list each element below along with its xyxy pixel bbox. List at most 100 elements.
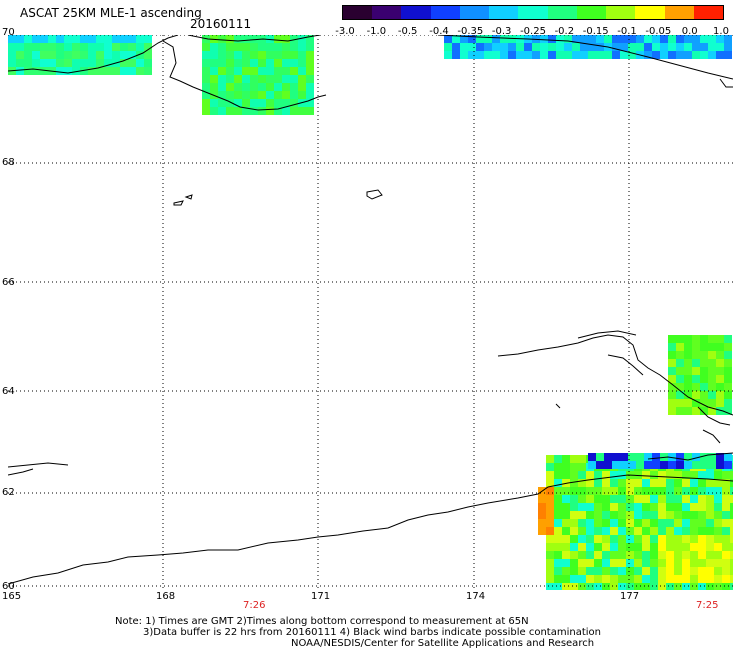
data-cell (578, 487, 586, 495)
data-cell (266, 83, 274, 91)
data-cell (618, 543, 626, 551)
data-cell (724, 335, 732, 343)
data-cell (562, 567, 570, 575)
data-cell (242, 91, 250, 99)
data-cell (698, 495, 706, 503)
data-cell (234, 91, 242, 99)
data-cell (242, 43, 250, 51)
data-cell (674, 575, 682, 583)
data-cell (250, 107, 258, 115)
data-cell (586, 583, 594, 590)
data-cell (700, 343, 708, 351)
data-cell (602, 567, 610, 575)
data-cell (650, 559, 658, 567)
time-label-right: 7:25 (696, 600, 719, 611)
data-cell (282, 75, 290, 83)
data-cell (554, 455, 562, 463)
data-cell (658, 535, 666, 543)
data-cell (298, 107, 306, 115)
data-cell (724, 43, 732, 51)
data-cell (610, 567, 618, 575)
data-cell (594, 551, 602, 559)
data-cell (64, 43, 72, 51)
latitude-label: 60 (2, 581, 15, 592)
data-cell (554, 527, 562, 535)
data-cell (136, 67, 144, 75)
data-cell (72, 59, 80, 67)
colorbar-segment (372, 6, 402, 19)
data-cell (586, 479, 594, 487)
data-cell (706, 479, 714, 487)
data-cell (468, 51, 476, 59)
data-cell (546, 575, 554, 583)
data-cell (722, 495, 730, 503)
data-cell (658, 583, 666, 590)
data-cell (570, 535, 578, 543)
data-cell (666, 551, 674, 559)
data-cell (602, 479, 610, 487)
data-cell (258, 107, 266, 115)
data-cell (226, 107, 234, 115)
data-cell (96, 43, 104, 51)
data-cell (620, 461, 628, 469)
data-cell (564, 43, 572, 51)
data-cell (226, 67, 234, 75)
data-cell (282, 91, 290, 99)
data-cell (692, 407, 700, 415)
data-cell (706, 551, 714, 559)
data-cell (596, 43, 604, 51)
data-cell (692, 51, 700, 59)
data-cell (682, 551, 690, 559)
data-cell (658, 471, 666, 479)
data-cell (602, 551, 610, 559)
data-cell (722, 567, 730, 575)
data-cell (716, 359, 724, 367)
data-cell (226, 99, 234, 107)
data-cell (634, 543, 642, 551)
data-cell (554, 583, 562, 590)
data-cell (698, 511, 706, 519)
data-cell (658, 551, 666, 559)
data-cell (682, 495, 690, 503)
data-cell (56, 59, 64, 67)
data-cell (596, 35, 604, 43)
data-cell (580, 51, 588, 59)
data-cell (730, 567, 733, 575)
data-cell (88, 59, 96, 67)
data-cell (136, 51, 144, 59)
data-cell (642, 527, 650, 535)
data-cell (274, 83, 282, 91)
data-cell (690, 567, 698, 575)
data-cell (714, 535, 722, 543)
data-cell (266, 67, 274, 75)
data-cell (698, 479, 706, 487)
data-cell (618, 535, 626, 543)
colorbar-label: -0.05 (645, 26, 672, 37)
data-cell (562, 511, 570, 519)
data-cell (32, 67, 40, 75)
data-cell (306, 75, 314, 83)
data-cell (676, 43, 684, 51)
data-cell (716, 51, 724, 59)
data-cell (546, 463, 554, 471)
data-cell (684, 375, 692, 383)
data-cell (698, 535, 706, 543)
data-cell (144, 59, 152, 67)
data-cell (628, 51, 636, 59)
data-cell (290, 107, 298, 115)
longitude-label: 174 (466, 591, 486, 602)
data-cell (642, 511, 650, 519)
data-cell (532, 51, 540, 59)
data-cell (570, 455, 578, 463)
longitude-label: 168 (156, 591, 176, 602)
data-cell (700, 399, 708, 407)
data-cell (610, 575, 618, 583)
data-cell (128, 67, 136, 75)
data-cell (80, 43, 88, 51)
data-cell (674, 535, 682, 543)
data-cell (650, 551, 658, 559)
data-cell (578, 511, 586, 519)
data-cell (460, 51, 468, 59)
note-line-3: NOAA/NESDIS/Center for Satellite Applica… (291, 638, 595, 649)
data-cell (676, 335, 684, 343)
